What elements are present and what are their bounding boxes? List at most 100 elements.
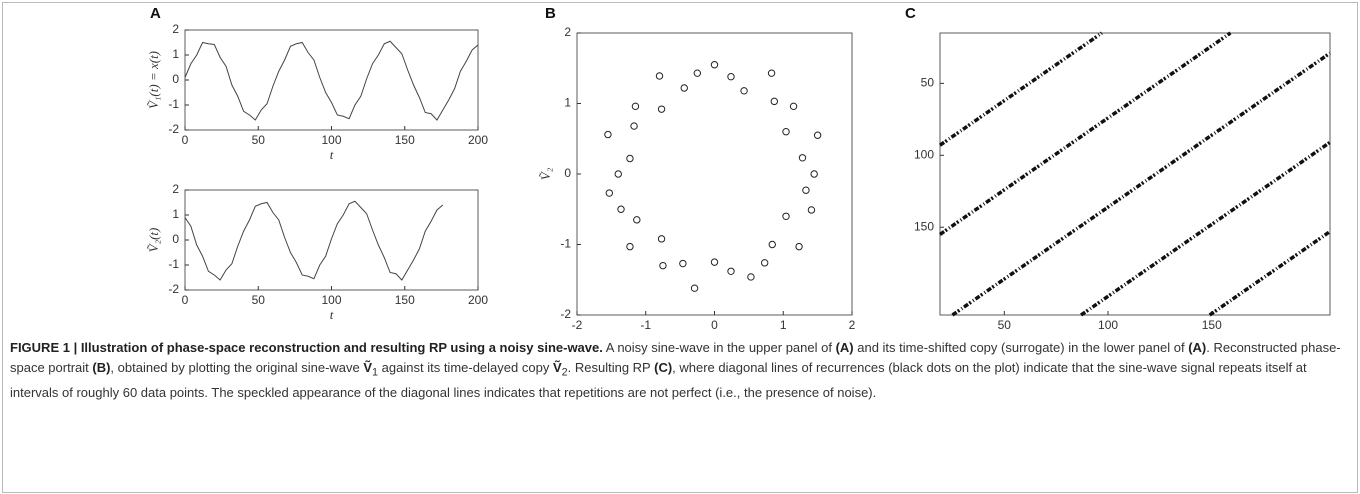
x-tick-label: 200 (468, 293, 488, 307)
recurrence-diagonal (1208, 230, 1331, 317)
x-tick-label: 200 (468, 133, 488, 147)
x-tick-label: 0 (182, 293, 189, 307)
recurrence-diagonal (951, 51, 1331, 317)
scatter-point (798, 154, 807, 162)
axes-frame (939, 32, 1331, 316)
y-tick-label: -1 (168, 97, 179, 111)
y-tick-label: -1 (560, 237, 571, 251)
x-tick-label: 100 (1098, 318, 1118, 330)
caption-ref: (A) (1188, 340, 1207, 355)
caption-symbol: Ṽ (363, 360, 373, 375)
panel-label: A (150, 5, 161, 22)
y-tick-label: 150 (914, 219, 934, 233)
x-tick-label: 50 (252, 133, 266, 147)
y-tick-label: -2 (168, 282, 179, 296)
recurrence-diagonal (939, 31, 1232, 236)
x-tick-label: 100 (321, 133, 341, 147)
scatter-point (626, 242, 634, 251)
caption: FIGURE 1 | Illustration of phase-space r… (10, 338, 1345, 403)
x-tick-label: 0 (182, 133, 189, 147)
caption-text: . Resulting RP (567, 360, 655, 375)
caption-ref: (B) (92, 360, 111, 375)
scatter-point (617, 205, 625, 213)
scatter-point (605, 189, 614, 197)
x-tick-label: 150 (1202, 318, 1222, 330)
axes-frame (184, 29, 479, 131)
x-tick-label: 100 (321, 293, 341, 307)
y-tick-label: -2 (168, 122, 179, 136)
caption-text: , obtained by plotting the original sine… (110, 360, 364, 375)
recurrence-diagonal (939, 31, 1103, 147)
caption-text: . Reconstructed phase-space portrait (10, 340, 1341, 375)
scatter-point (795, 242, 803, 251)
scatter-point (767, 69, 776, 77)
scatter-point (747, 273, 755, 281)
scatter-point (633, 216, 641, 224)
x-tick-label: -2 (572, 318, 583, 330)
scatter-point (680, 84, 688, 92)
y-tick-label: 1 (564, 96, 571, 110)
panel-label: B (545, 5, 556, 22)
scatter-point (657, 235, 666, 243)
scatter-point (614, 170, 622, 178)
caption-subscript: 1 (372, 366, 379, 379)
y-tick-label: 2 (172, 182, 179, 196)
scatter-point (631, 102, 640, 111)
x-tick-label: 1 (780, 318, 787, 330)
scatter-point (659, 261, 667, 270)
x-tick-label: 0 (711, 318, 718, 330)
scatter-point (727, 267, 735, 275)
scatter-point (768, 240, 776, 249)
scatter-point (657, 105, 666, 113)
scatter-point (770, 97, 779, 106)
recurrence-diagonal (1080, 140, 1331, 317)
x-tick-label: 150 (395, 133, 415, 147)
x-tick-label: 50 (252, 293, 266, 307)
scatter-point (626, 154, 634, 163)
y-axis-label: Ṽ₂(t) (146, 228, 161, 253)
y-tick-label: 2 (564, 25, 571, 39)
scatter-point (679, 259, 687, 268)
y-axis-label: Ṽ₁(t) = x(t) (146, 51, 161, 109)
x-axis-label: t (330, 147, 334, 162)
y-tick-label: 2 (172, 22, 179, 36)
y-tick-label: 1 (172, 47, 179, 61)
scatter-point (655, 72, 664, 80)
x-tick-label: 50 (998, 318, 1012, 330)
caption-ref: (C) (654, 360, 673, 375)
caption-ref: (A) (835, 340, 854, 355)
scatter-point (810, 170, 818, 178)
y-tick-label: 0 (564, 166, 571, 180)
caption-text: , where diagonal lines of recurrences (b… (10, 360, 1307, 400)
scatter-point (604, 130, 612, 139)
x-axis-label: t (330, 307, 334, 322)
caption-title: FIGURE 1 | Illustration of phase-space r… (10, 340, 603, 355)
series-line (184, 40, 479, 121)
scatter-point (782, 128, 790, 136)
x-tick-label: -1 (640, 318, 651, 330)
series-line (184, 200, 444, 281)
scatter-point (813, 131, 822, 139)
caption-symbol: Ṽ (552, 360, 562, 375)
y-axis-label: Ṽ₂ (538, 167, 553, 180)
y-tick-label: -2 (560, 307, 571, 321)
scatter-point (740, 87, 748, 95)
y-tick-label: 50 (921, 76, 935, 90)
y-tick-label: 1 (172, 207, 179, 221)
caption-text: against its time-delayed copy (378, 360, 553, 375)
panel-label: C (905, 5, 916, 22)
caption-text: and its time-shifted copy (surrogate) in… (853, 340, 1189, 355)
caption-subscript: 2 (561, 366, 568, 379)
scatter-point (630, 122, 638, 130)
caption-text: A noisy sine-wave in the upper panel of (602, 340, 836, 355)
y-tick-label: 100 (914, 147, 934, 161)
scatter-point (710, 258, 719, 266)
scatter-point (690, 284, 699, 292)
scatter-point (807, 206, 816, 214)
scatter-point (727, 73, 735, 81)
scatter-point (782, 212, 790, 221)
scatter-point (789, 102, 798, 111)
